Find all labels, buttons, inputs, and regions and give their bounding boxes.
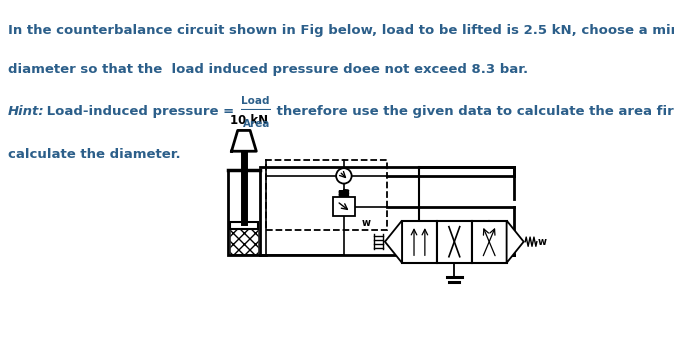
- Polygon shape: [507, 221, 524, 263]
- Text: In the counterbalance circuit shown in Fig below, load to be lifted is 2.5 kN, c: In the counterbalance circuit shown in F…: [8, 24, 674, 37]
- Text: Hint:: Hint:: [8, 105, 44, 118]
- Bar: [333, 198, 355, 216]
- Text: calculate the diameter.: calculate the diameter.: [8, 148, 181, 161]
- Text: w: w: [538, 237, 547, 247]
- Polygon shape: [385, 221, 402, 263]
- Polygon shape: [231, 131, 256, 151]
- Text: Load: Load: [241, 96, 270, 106]
- Text: therefore use the given data to calculate the area first, and then: therefore use the given data to calculat…: [272, 105, 674, 118]
- Bar: [472, 221, 507, 263]
- Circle shape: [336, 168, 352, 184]
- Bar: [230, 229, 258, 254]
- Text: Area: Area: [243, 119, 270, 129]
- Bar: [266, 161, 386, 230]
- Text: w: w: [362, 218, 371, 228]
- Bar: [230, 222, 258, 229]
- Bar: [402, 221, 437, 263]
- Bar: [228, 170, 260, 255]
- Bar: [437, 221, 472, 263]
- Text: Load-induced pressure =: Load-induced pressure =: [42, 105, 239, 118]
- Text: 10 kN: 10 kN: [230, 114, 268, 127]
- Text: diameter so that the  load induced pressure doee not exceed 8.3 bar.: diameter so that the load induced pressu…: [8, 63, 528, 76]
